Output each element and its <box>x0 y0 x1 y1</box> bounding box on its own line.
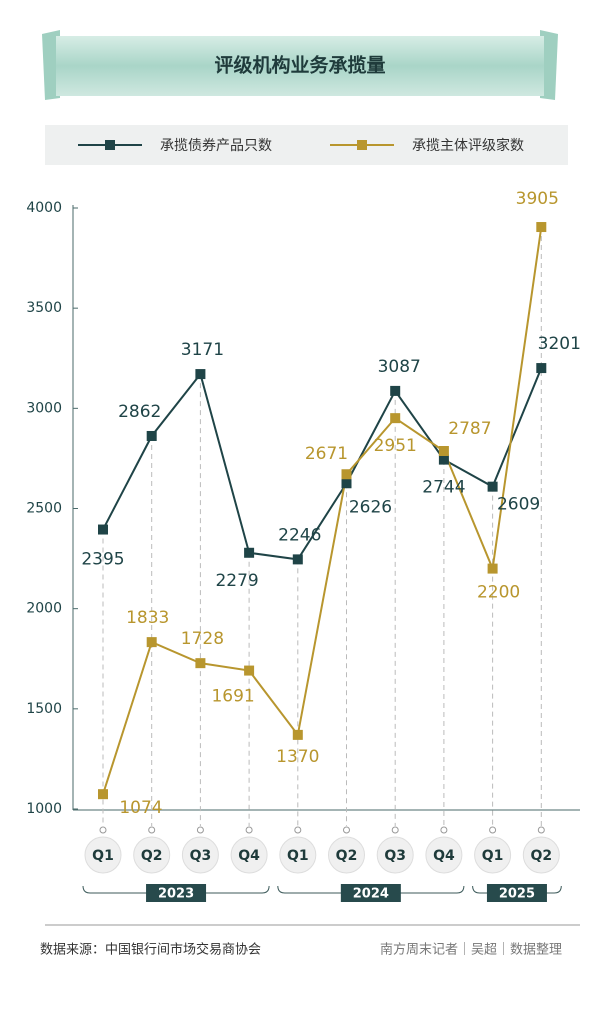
point <box>292 729 303 740</box>
point <box>195 369 206 380</box>
point <box>98 789 108 800</box>
point <box>146 430 157 441</box>
x-tick-label: Q2 <box>530 848 552 864</box>
ribbon-end <box>42 30 60 100</box>
point <box>195 658 206 669</box>
value-label: 1370 <box>276 747 319 767</box>
value-label: 2395 <box>81 550 124 570</box>
value-label: 1691 <box>211 687 254 707</box>
x-tick-label: Q2 <box>141 848 163 864</box>
credit: 南方周末记者｜吴超｜数据整理 <box>380 942 562 958</box>
legend-marker <box>357 140 367 150</box>
value-label: 2671 <box>305 444 348 464</box>
x-tick-label: Q4 <box>238 848 260 864</box>
guide-dot <box>294 826 302 834</box>
value-label: 1728 <box>181 629 224 649</box>
point <box>341 469 352 480</box>
guide-dot <box>99 826 107 834</box>
value-label: 2744 <box>422 478 465 498</box>
value-label: 2279 <box>215 571 258 591</box>
x-tick-label: Q3 <box>190 848 212 864</box>
ribbon-end <box>540 30 558 100</box>
point <box>341 478 352 489</box>
value-label: 2609 <box>497 495 540 515</box>
category-pill <box>133 836 171 874</box>
category-pill <box>522 836 560 874</box>
point <box>390 385 401 396</box>
legend-marker <box>105 140 115 150</box>
value-label: 3201 <box>538 334 581 354</box>
group-box <box>486 884 547 902</box>
series-line <box>102 367 543 561</box>
category-pill <box>425 836 463 874</box>
guide-dot <box>489 826 497 834</box>
point <box>536 222 547 233</box>
legend-label: 承揽债券产品只数 <box>160 137 272 154</box>
category-pill <box>181 836 219 874</box>
y-tick-label: 1500 <box>26 701 62 717</box>
x-tick-label: Q4 <box>433 848 455 864</box>
y-tick-label: 3500 <box>26 300 62 316</box>
guide-dot <box>148 826 156 834</box>
point <box>438 454 449 465</box>
x-tick-label: Q3 <box>384 848 406 864</box>
group-label: 2023 <box>158 887 194 902</box>
value-label: 3087 <box>378 357 421 377</box>
point <box>536 363 547 374</box>
value-label: 2787 <box>448 419 491 439</box>
value-label: 2200 <box>477 583 520 603</box>
point <box>244 547 255 558</box>
chart-title: 评级机构业务承揽量 <box>214 54 385 77</box>
value-label: 2626 <box>349 497 392 517</box>
category-pill <box>474 836 512 874</box>
point <box>390 413 401 424</box>
y-tick-label: 1000 <box>26 801 62 817</box>
category-pill <box>376 836 414 874</box>
value-label: 3905 <box>516 189 559 209</box>
point <box>438 446 449 457</box>
point <box>244 665 255 676</box>
series-line <box>102 226 543 795</box>
category-pill <box>84 836 122 874</box>
guide-dot <box>245 826 253 834</box>
x-tick-label: Q1 <box>92 848 114 864</box>
group-label: 2024 <box>353 887 389 902</box>
guide-dot <box>537 826 545 834</box>
group-box <box>146 884 207 902</box>
y-tick-label: 2000 <box>26 601 62 617</box>
value-label: 2246 <box>278 525 321 545</box>
guide-dot <box>343 826 350 834</box>
group-label: 2025 <box>499 887 535 902</box>
category-pill <box>230 836 268 874</box>
title-ribbon <box>56 36 544 96</box>
guide-dot <box>440 826 448 834</box>
point <box>292 554 303 565</box>
y-tick-label: 3000 <box>26 400 62 416</box>
y-tick-label: 2500 <box>26 501 62 517</box>
value-label: 2951 <box>374 436 417 456</box>
source: 数据来源：中国银行间市场交易商协会 <box>40 942 261 958</box>
guide-dot <box>196 826 204 834</box>
category-pill <box>279 836 317 874</box>
point <box>487 481 498 492</box>
value-label: 1833 <box>126 608 169 628</box>
guide-dot <box>391 826 399 834</box>
value-label: 1074 <box>119 798 162 818</box>
point <box>98 524 108 535</box>
x-tick-label: Q1 <box>482 848 504 864</box>
category-pill <box>328 836 365 874</box>
group-box <box>340 884 401 902</box>
y-tick-label: 4000 <box>26 200 62 216</box>
legend-label: 承揽主体评级家数 <box>412 137 524 154</box>
point <box>146 637 157 648</box>
value-label: 3171 <box>181 340 224 360</box>
point <box>487 563 498 574</box>
value-label: 2862 <box>118 402 161 422</box>
x-tick-label: Q2 <box>336 848 358 864</box>
x-tick-label: Q1 <box>287 848 309 864</box>
